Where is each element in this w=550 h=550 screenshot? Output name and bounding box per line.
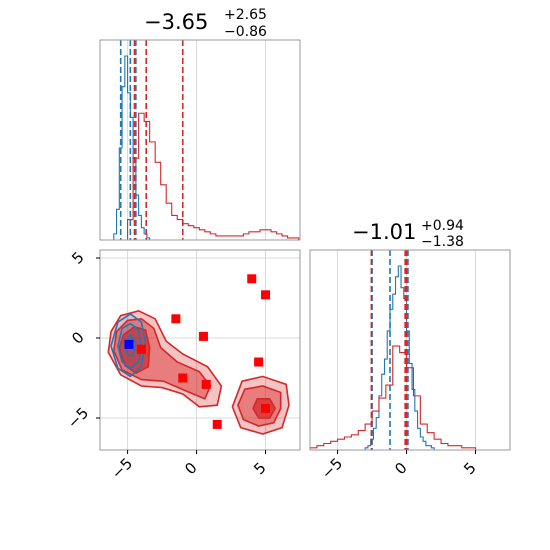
red-square-marker: [171, 314, 181, 324]
histogram-series-1: [309, 345, 477, 450]
red-square-marker: [261, 290, 271, 300]
red-square-marker: [178, 373, 188, 383]
histogram-panel-bottom-right: −5 0 5 −1.01 +0.94 −1.38: [309, 218, 511, 483]
red-square-marker: [254, 357, 264, 367]
histogram-top-left: [113, 40, 300, 241]
title-sub-top-left: −0.86: [224, 24, 267, 40]
red-square-marker: [247, 274, 257, 284]
red-square-marker: [198, 331, 208, 341]
axes-frame-bottom-right: [309, 249, 511, 451]
axes-frame-bottom-left: [99, 249, 301, 451]
title-sub-bottom-right: −1.38: [421, 234, 464, 250]
blue-square-marker: [124, 339, 134, 349]
contour-panel-bottom-left: −5 0 5−505: [64, 248, 301, 483]
axes-frame-top-left: [99, 39, 301, 241]
histogram-series-1: [127, 112, 300, 240]
histogram-bottom-right: [309, 250, 477, 451]
histogram-series-0: [364, 265, 437, 451]
title-sup-bottom-right: +0.94: [421, 218, 464, 234]
red-square-marker: [261, 403, 271, 413]
histogram-panel-top-left: −3.65 +2.65 −0.86: [99, 7, 301, 241]
title-main-top-left: −3.65: [144, 10, 208, 34]
title-sup-top-left: +2.65: [224, 7, 267, 23]
title-main-bottom-right: −1.01: [352, 220, 416, 244]
red-square-marker: [136, 344, 146, 354]
red-square-marker: [201, 379, 211, 389]
title-top-left: −3.65 +2.65 −0.86: [144, 7, 267, 40]
title-bottom-right: −1.01 +0.94 −1.38: [352, 218, 464, 250]
red-square-marker: [212, 419, 222, 429]
markers-bottom-left: [124, 274, 271, 429]
